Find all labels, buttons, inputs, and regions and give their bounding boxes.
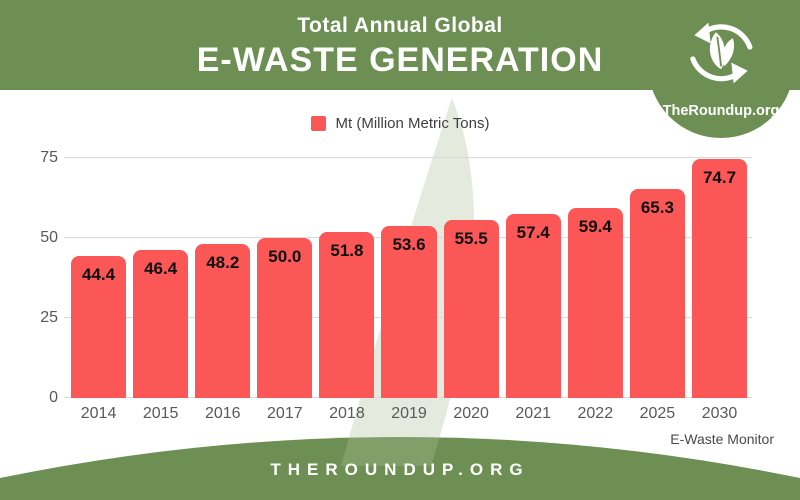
y-axis-tick-label: 25 — [40, 309, 58, 326]
source-note: E-Waste Monitor — [670, 431, 774, 447]
x-axis-tick-label: 2022 — [577, 405, 614, 422]
x-axis-tick-label: 2020 — [453, 405, 489, 422]
brand-logo: TheRoundup.org — [648, 0, 794, 138]
x-axis-tick-label: 2021 — [515, 405, 551, 422]
x-axis-tick-label: 2025 — [639, 405, 676, 422]
bar-value-label: 74.7 — [702, 167, 737, 187]
bar-slot: 50.0 2017 — [257, 138, 313, 422]
footer-site-text: THEROUNDUP.ORG — [270, 460, 530, 479]
bar-slot: 48.2 2016 — [195, 138, 251, 422]
gridline — [64, 157, 752, 158]
bar-value-label: 50.0 — [268, 247, 302, 266]
y-axis-tick-label: 75 — [40, 149, 58, 166]
bar-slot: 51.8 2018 — [319, 138, 375, 422]
bar-value-label: 53.6 — [392, 235, 426, 255]
x-axis-tick-label: 2019 — [391, 405, 427, 422]
bar-2018: 51.8 — [319, 232, 375, 398]
legend-swatch-icon — [310, 116, 326, 131]
bar-2017: 50.0 — [257, 238, 313, 398]
x-axis-tick-label: 2017 — [267, 405, 303, 422]
bar-value-label: 65.3 — [640, 198, 674, 218]
bar-2025: 65.3 — [629, 189, 685, 398]
bar-2030: 74.7 — [691, 158, 748, 398]
bar-2019: 53.6 — [381, 226, 437, 398]
bar-value-label: 48.2 — [206, 252, 240, 272]
x-axis-tick-label: 2016 — [204, 405, 241, 422]
recycle-leaves-icon — [690, 22, 753, 84]
chart-title: E-WASTE GENERATION — [196, 41, 604, 79]
bar-slot: 55.5 2020 — [443, 138, 499, 422]
bar-value-label: 55.5 — [454, 229, 488, 249]
bar-slot: 44.4 2014 — [71, 138, 127, 422]
x-axis-tick-label: 2014 — [80, 405, 117, 422]
y-axis-tick-label: 50 — [40, 229, 58, 246]
chart-legend: Mt (Million Metric Tons) — [0, 115, 800, 132]
x-axis-tick-label: 2015 — [142, 405, 179, 422]
bar-slot: 53.6 2019 — [381, 138, 437, 422]
x-axis-tick-label: 2018 — [329, 405, 365, 422]
y-axis-tick-label: 0 — [49, 389, 58, 406]
bar-value-label: 57.4 — [516, 223, 550, 243]
x-axis-tick-label: 2030 — [701, 405, 738, 422]
bar-value-label: 59.4 — [578, 216, 612, 236]
bar-2015: 46.4 — [133, 249, 189, 398]
legend-label: Mt (Million Metric Tons) — [335, 115, 490, 132]
chart-subtitle: Total Annual Global — [297, 14, 503, 37]
bar-2016: 48.2 — [195, 243, 251, 398]
bar-2022: 59.4 — [567, 207, 623, 398]
plot-area: 44.4 2014 46.4 2015 48.2 2016 50.0 2017 51.8 2018… — [40, 138, 752, 422]
bar-value-label: 44.4 — [82, 264, 116, 284]
bar-slot: 46.4 2015 — [133, 138, 189, 422]
bars-container: 44.4 2014 46.4 2015 48.2 2016 50.0 2017 51.8 2018… — [66, 138, 752, 422]
bar-2020: 55.5 — [443, 220, 499, 398]
bar-value-label: 46.4 — [144, 258, 178, 278]
bar-slot: 65.3 2025 — [629, 138, 685, 422]
brand-logo-text: TheRoundup.org — [662, 103, 780, 119]
bar-value-label: 51.8 — [330, 241, 364, 261]
bar-2014: 44.4 — [71, 255, 127, 398]
bar-slot: 57.4 2021 — [505, 138, 561, 422]
bar-slot: 59.4 2022 — [567, 138, 623, 422]
bar-2021: 57.4 — [505, 214, 561, 398]
bar-slot: 74.7 2030 — [691, 138, 748, 422]
